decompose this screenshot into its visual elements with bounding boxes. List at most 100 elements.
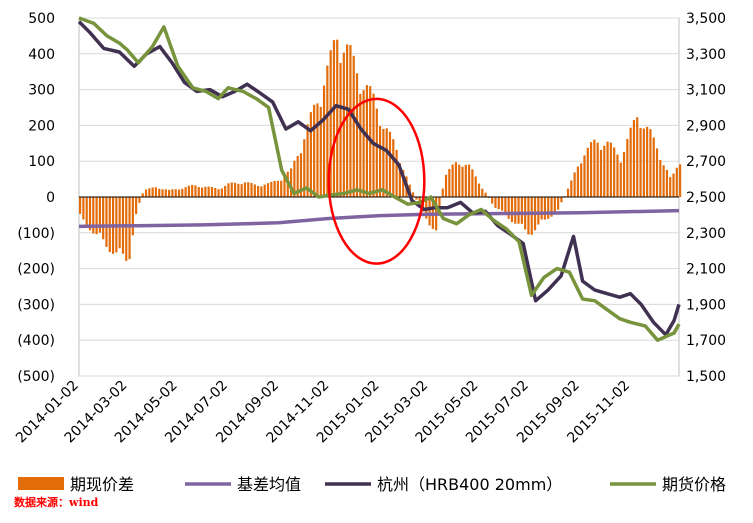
basis-bar xyxy=(220,188,223,197)
basis-bar xyxy=(583,155,586,197)
basis-bar xyxy=(362,90,365,197)
basis-bar xyxy=(441,188,444,197)
basis-bar xyxy=(395,149,398,197)
basis-bar xyxy=(388,131,392,197)
basis-bar xyxy=(438,197,441,208)
basis-bar xyxy=(349,45,352,198)
left-tick-label: 200 xyxy=(28,118,55,134)
mean-line xyxy=(78,208,680,229)
basis-bar xyxy=(128,197,131,260)
basis-bar xyxy=(313,104,316,197)
basis-bar xyxy=(665,169,669,197)
basis-bar xyxy=(329,50,332,198)
legend-label: 基差均值 xyxy=(237,475,301,494)
basis-bar xyxy=(616,154,619,197)
basis-bar xyxy=(606,141,609,197)
basis-bar xyxy=(642,128,645,197)
basis-bar xyxy=(543,197,547,220)
basis-bar xyxy=(679,164,682,197)
basis-bar xyxy=(253,184,256,197)
basis-bar xyxy=(289,168,293,197)
basis-bar xyxy=(428,197,431,226)
basis-bar xyxy=(626,139,629,197)
basis-bar xyxy=(342,52,345,198)
basis-bar xyxy=(319,106,322,197)
basis-bar xyxy=(444,174,448,197)
basis-bar xyxy=(326,65,329,197)
basis-bar xyxy=(336,39,339,197)
basis-bar xyxy=(151,187,154,197)
legend-swatch-basis xyxy=(18,477,64,490)
basis-bar xyxy=(233,182,237,197)
basis-bar xyxy=(273,180,276,197)
basis-bar xyxy=(451,164,454,197)
basis-bar xyxy=(88,197,92,231)
basis-bar xyxy=(540,197,543,220)
basis-bar xyxy=(646,126,649,197)
basis-bar xyxy=(200,187,204,197)
basis-bar xyxy=(576,166,580,197)
basis-bar xyxy=(662,165,665,197)
basis-bar xyxy=(207,186,210,197)
right-tick-label: 3,500 xyxy=(686,11,726,27)
basis-bar xyxy=(603,145,606,197)
basis-bar xyxy=(494,197,497,208)
basis-bar xyxy=(655,148,659,197)
basis-bar xyxy=(392,139,395,197)
basis-bar xyxy=(510,197,514,223)
basis-bar xyxy=(131,197,134,236)
left-tick-label: 300 xyxy=(28,83,55,99)
basis-bar xyxy=(191,184,194,197)
basis-bar xyxy=(280,180,283,197)
basis-bar xyxy=(609,142,612,197)
basis-bar xyxy=(675,167,678,197)
right-tick-label: 3,100 xyxy=(686,83,726,99)
basis-bar xyxy=(92,197,95,234)
basis-bar xyxy=(270,181,273,197)
basis-bar xyxy=(636,117,639,197)
right-tick-label: 2,500 xyxy=(686,190,726,206)
basis-bar xyxy=(79,197,82,214)
basis-bar xyxy=(619,162,622,197)
basis-bar xyxy=(593,139,596,197)
basis-bar xyxy=(402,170,405,197)
basis-bar xyxy=(359,93,362,197)
basis-bar xyxy=(517,197,520,224)
basis-bar xyxy=(177,189,181,197)
basis-bar xyxy=(672,173,675,197)
basis-bar xyxy=(102,197,105,240)
basis-bar xyxy=(118,197,121,249)
basis-bar xyxy=(296,155,299,197)
basis-bar xyxy=(382,128,385,197)
basis-bar xyxy=(263,184,266,197)
basis-bar xyxy=(398,163,401,197)
basis-bar xyxy=(227,183,230,197)
basis-bar xyxy=(154,187,158,197)
basis-bar xyxy=(266,183,270,197)
left-tick-label: 500 xyxy=(28,11,55,27)
basis-bar xyxy=(566,188,570,197)
basis-bar xyxy=(458,164,461,197)
basis-bar xyxy=(141,193,144,197)
basis-bar xyxy=(171,189,174,197)
basis-bar xyxy=(105,197,108,247)
basis-bar xyxy=(385,128,388,197)
basis-bar xyxy=(293,160,296,197)
basis-bar xyxy=(652,137,655,197)
left-tick-label: 0 xyxy=(46,190,55,206)
right-tick-label: 2,900 xyxy=(686,118,726,134)
basis-bar xyxy=(461,166,464,197)
basis-bar xyxy=(537,197,540,225)
basis-bar xyxy=(557,197,560,210)
basis-bar xyxy=(316,103,319,197)
basis-bar xyxy=(355,73,359,197)
basis-bar xyxy=(474,176,477,197)
basis-bar xyxy=(477,183,481,197)
basis-bar xyxy=(243,182,247,197)
basis-bar xyxy=(481,188,484,197)
basis-bar xyxy=(514,197,517,224)
right-tick-label: 2,700 xyxy=(686,154,726,170)
basis-bar xyxy=(649,129,652,197)
basis-bar xyxy=(135,197,138,215)
